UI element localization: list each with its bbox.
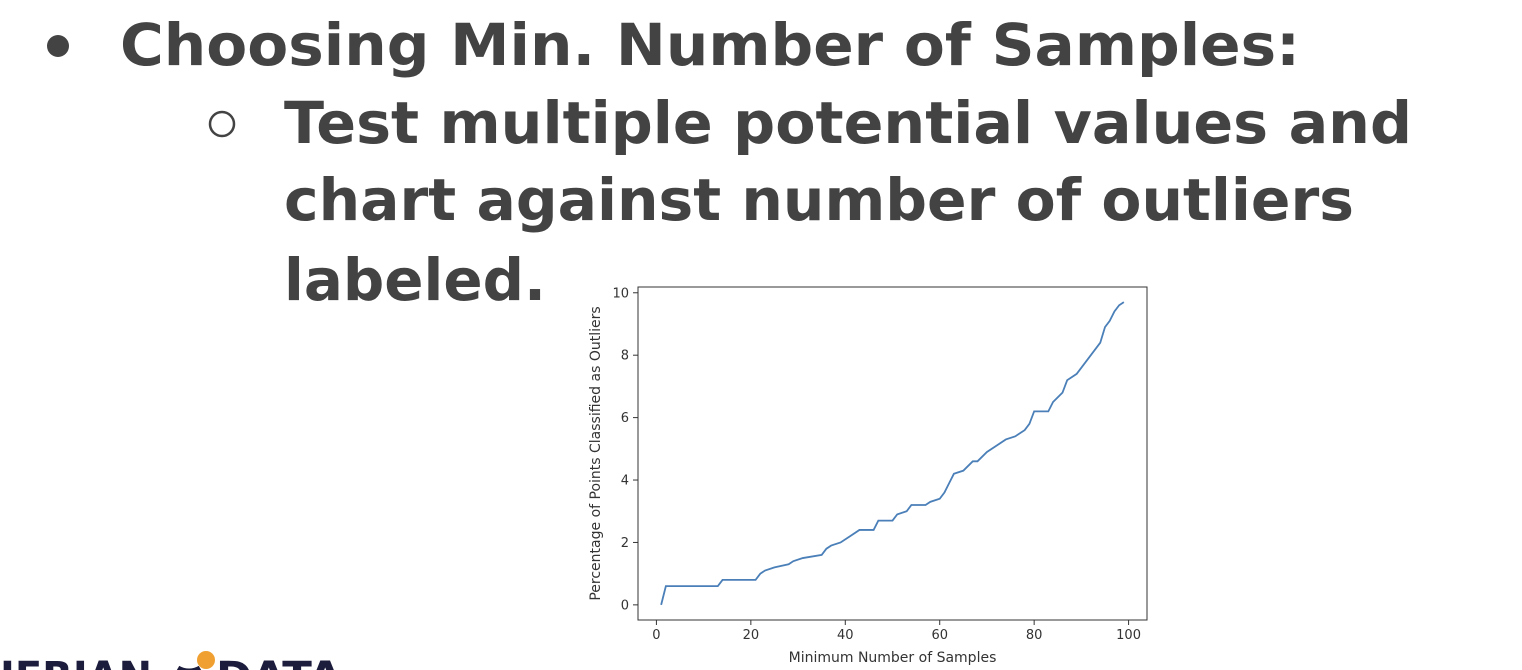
x-tick-label: 20 <box>743 628 760 643</box>
chart: 0 20 40 60 80 100 0 2 4 6 8 10 Minimum Number of Sam… <box>588 286 1148 666</box>
y-tick-label: 6 <box>621 411 629 426</box>
sub-bullet-line: chart against number of outliers <box>284 166 1354 234</box>
sub-bullet-line: labeled. <box>284 246 546 314</box>
x-tick-label: 40 <box>837 628 854 643</box>
bullet-dot <box>47 35 69 57</box>
logo-arc <box>176 665 202 670</box>
y-tick-label: 2 <box>621 536 629 551</box>
y-tick-label: 10 <box>612 286 629 301</box>
data-line <box>660 301 1125 606</box>
sub-bullet-circle <box>208 110 236 138</box>
logo-text: DATA <box>216 654 342 670</box>
bullet-text: Choosing Min. Number of Samples: <box>120 11 1300 79</box>
x-tick-label: 60 <box>931 628 948 643</box>
sub-bullet-line: Test multiple potential values and <box>284 89 1412 157</box>
x-axis-label: Minimum Number of Samples <box>789 650 997 666</box>
x-tick-label: 0 <box>652 628 660 643</box>
logo-text: IERIAN <box>0 654 152 670</box>
y-tick-label: 8 <box>621 349 629 364</box>
logo-dot <box>197 651 215 669</box>
plot-frame <box>637 286 1148 621</box>
y-tick-label: 4 <box>621 474 629 489</box>
x-tick-label: 80 <box>1026 628 1043 643</box>
y-axis-label: Percentage of Points Classified as Outli… <box>588 306 604 600</box>
x-tick-label: 100 <box>1116 628 1141 643</box>
y-tick-label: 0 <box>621 598 629 613</box>
